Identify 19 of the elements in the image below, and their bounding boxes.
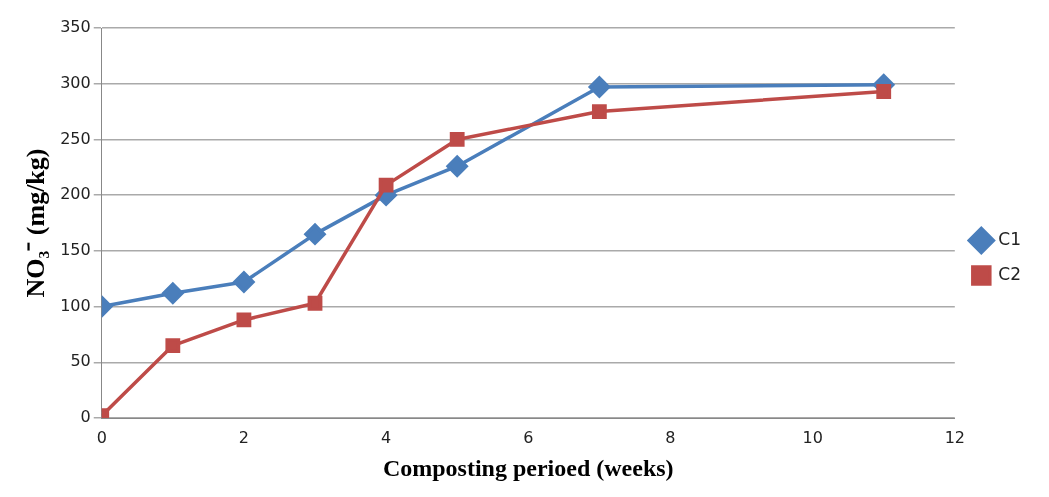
x-axis-title: Composting perioed (weeks) <box>382 454 674 481</box>
y-tick-label: 150 <box>60 240 91 260</box>
y-tick-label: 350 <box>60 17 91 37</box>
x-tick-label: 2 <box>238 427 250 447</box>
legend-label: C2 <box>998 263 1021 284</box>
y-tick-label: 100 <box>60 295 91 315</box>
y-axis-title: NO₃⁻ (mg/kg) <box>21 148 51 298</box>
legend-label: C1 <box>998 228 1021 249</box>
y-tick-label: 200 <box>60 184 91 204</box>
x-tick-label: 0 <box>96 427 107 447</box>
x-tick-label: 12 <box>944 427 965 447</box>
y-tick-label: 0 <box>80 407 91 427</box>
y-tick-label: 250 <box>60 128 91 148</box>
y-tick-label: 50 <box>70 351 91 371</box>
x-tick-label: 6 <box>523 427 534 447</box>
x-tick-label: 8 <box>665 427 676 447</box>
x-tick-label: 10 <box>802 427 823 447</box>
y-tick-label: 300 <box>60 72 91 92</box>
x-tick-label: 4 <box>381 427 392 447</box>
